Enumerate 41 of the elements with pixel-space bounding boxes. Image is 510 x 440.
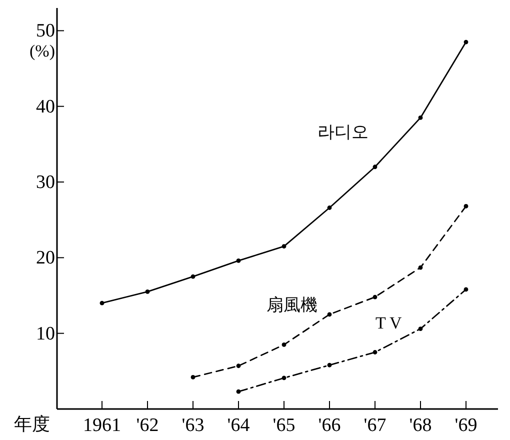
point xyxy=(418,326,423,331)
y-tick-label: 10 xyxy=(36,323,55,344)
series-label: 扇風機 xyxy=(266,296,318,315)
x-tick-label: '67 xyxy=(364,415,386,436)
point xyxy=(418,265,423,270)
y-tick-label: 20 xyxy=(36,248,55,269)
point xyxy=(236,364,241,368)
point xyxy=(327,312,332,317)
x-tick-label: '66 xyxy=(318,415,341,436)
x-axis-title: 年度 xyxy=(14,414,50,434)
y-tick-label: 40 xyxy=(36,96,55,118)
point xyxy=(236,258,241,263)
point xyxy=(236,389,241,394)
point xyxy=(282,244,286,249)
point xyxy=(327,206,332,210)
point xyxy=(145,290,150,294)
point xyxy=(190,375,196,380)
point xyxy=(464,204,468,208)
x-tick-label: '68 xyxy=(409,415,432,436)
series-label: T V xyxy=(376,313,403,332)
point xyxy=(190,274,196,279)
y-tick-label: 50 xyxy=(36,20,55,42)
point xyxy=(100,300,104,306)
point xyxy=(282,376,286,380)
point xyxy=(327,362,332,368)
point xyxy=(372,164,378,170)
x-tick-label: '65 xyxy=(272,415,296,436)
point xyxy=(418,116,423,120)
y-tick-label: 30 xyxy=(36,172,55,194)
x-tick-label: '63 xyxy=(182,415,204,436)
point xyxy=(464,287,468,292)
point xyxy=(464,40,468,44)
y-axis-title: (%) xyxy=(30,42,55,61)
point xyxy=(372,350,378,354)
x-tick-label: 1961 xyxy=(83,415,121,436)
x-tick-label: '69 xyxy=(454,415,478,436)
x-tick-label: '64 xyxy=(227,415,250,436)
series-label: 라디오 xyxy=(318,122,369,142)
x-tick-label: '62 xyxy=(136,415,159,436)
point xyxy=(282,342,286,347)
point xyxy=(372,294,378,300)
